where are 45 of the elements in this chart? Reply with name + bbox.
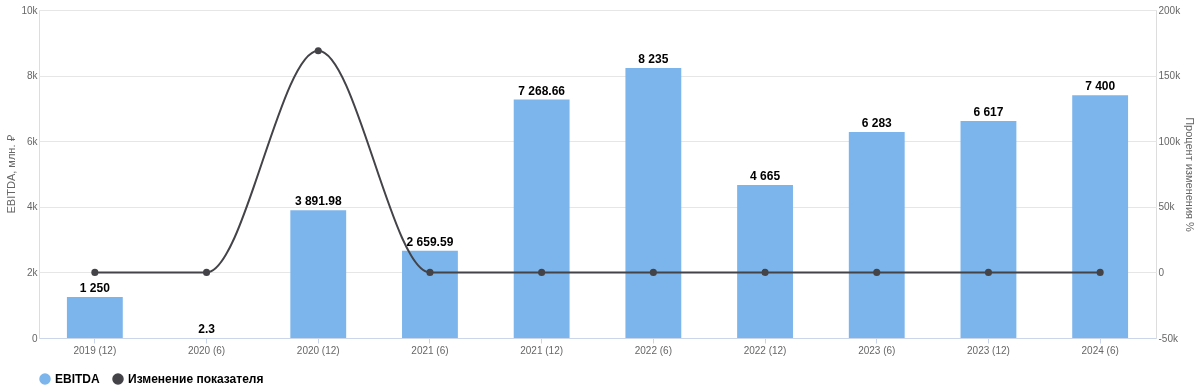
data-label: 2.3 xyxy=(198,321,216,336)
y2-tick-label: 100k xyxy=(1158,135,1182,147)
bar xyxy=(960,120,1017,338)
y-tick-label: 8k xyxy=(26,70,39,82)
data-label: 6 617 xyxy=(973,104,1004,119)
y-axis-title: EBITDA, млн. ₽ xyxy=(5,135,18,214)
x-tick-label: 2022 (12) xyxy=(743,344,787,356)
y-tick-label: 10k xyxy=(21,4,39,16)
bar xyxy=(513,99,570,338)
data-label: 7 268.66 xyxy=(518,83,566,98)
bar xyxy=(848,131,905,338)
x-tick-label: 2023 (6) xyxy=(858,344,896,356)
data-label: 2 659.59 xyxy=(406,234,454,249)
x-tick-label: 2024 (6) xyxy=(1081,344,1119,356)
data-label: 7 400 xyxy=(1085,79,1116,94)
y2-tick-label: 200k xyxy=(1158,4,1182,16)
y2-tick-label: 150k xyxy=(1158,70,1182,82)
y2-tick-label: 50k xyxy=(1158,201,1176,213)
y-tick-label: 6k xyxy=(26,135,39,147)
x-tick-label: 2019 (12) xyxy=(73,344,117,356)
data-label: 4 665 xyxy=(750,168,781,183)
bar xyxy=(290,210,347,338)
x-tick-label: 2020 (12) xyxy=(296,344,340,356)
data-label: 3 891.98 xyxy=(294,194,342,209)
bar xyxy=(737,184,793,338)
x-tick-label: 2023 (12) xyxy=(967,344,1010,356)
x-tick-label: 2020 (6) xyxy=(187,344,226,356)
bar xyxy=(625,67,682,338)
data-label: 6 283 xyxy=(861,115,893,130)
y-tick-label: 0 xyxy=(31,332,38,344)
y2-axis-title: Процент изменения % xyxy=(1184,117,1197,233)
y2-tick-label: 0 xyxy=(1158,266,1165,278)
legend-label: EBITDA xyxy=(55,372,100,386)
y-tick-label: 4k xyxy=(26,201,39,213)
bar xyxy=(402,250,458,338)
bar xyxy=(66,297,123,338)
y-tick-label: 2k xyxy=(26,266,39,278)
bar xyxy=(1072,95,1129,338)
legend-label: Изменение показателя xyxy=(128,372,264,386)
x-tick-label: 2022 (6) xyxy=(634,344,672,356)
y2-tick-label: -50k xyxy=(1158,332,1179,344)
x-tick-label: 2021 (6) xyxy=(411,344,449,356)
x-tick-label: 2021 (12) xyxy=(520,344,564,356)
data-label: 1 250 xyxy=(79,281,111,295)
data-label: 8 235 xyxy=(638,51,669,66)
